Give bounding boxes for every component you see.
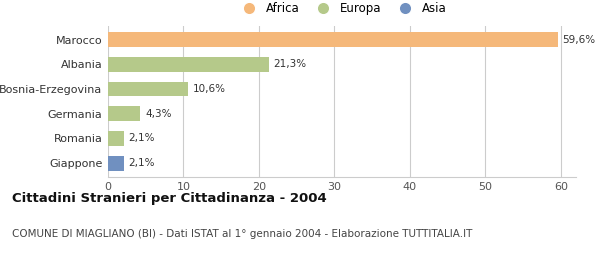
Bar [108, 32, 558, 47]
Text: 21,3%: 21,3% [274, 59, 307, 69]
Bar [108, 106, 140, 121]
Text: 4,3%: 4,3% [145, 109, 172, 119]
Bar [108, 131, 124, 146]
Text: 2,1%: 2,1% [128, 158, 155, 168]
Bar [108, 82, 188, 96]
Text: Cittadini Stranieri per Cittadinanza - 2004: Cittadini Stranieri per Cittadinanza - 2… [12, 192, 327, 205]
Legend: Africa, Europa, Asia: Africa, Europa, Asia [235, 0, 449, 17]
Bar [108, 156, 124, 171]
Text: 10,6%: 10,6% [193, 84, 226, 94]
Text: COMUNE DI MIAGLIANO (BI) - Dati ISTAT al 1° gennaio 2004 - Elaborazione TUTTITAL: COMUNE DI MIAGLIANO (BI) - Dati ISTAT al… [12, 229, 472, 239]
Text: 2,1%: 2,1% [128, 133, 155, 144]
Text: 59,6%: 59,6% [562, 35, 596, 45]
Bar [108, 57, 269, 72]
